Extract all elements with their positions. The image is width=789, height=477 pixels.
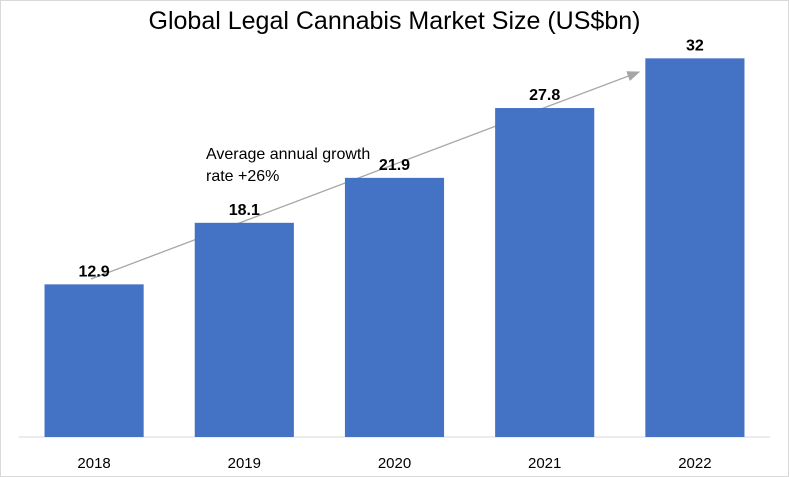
x-tick-label-2020: 2020 bbox=[378, 455, 411, 472]
data-label-2022: 32 bbox=[686, 37, 704, 54]
data-label-2018: 12.9 bbox=[79, 263, 110, 280]
bar-2018 bbox=[44, 284, 144, 437]
x-tick-label-2018: 2018 bbox=[77, 455, 110, 472]
growth-annotation-line1: Average annual growth bbox=[206, 146, 370, 163]
chart-title: Global Legal Cannabis Market Size (US$bn… bbox=[148, 7, 641, 35]
data-label-2020: 21.9 bbox=[379, 157, 410, 174]
growth-annotation-line2: rate +26% bbox=[206, 168, 279, 185]
bar-2021 bbox=[495, 108, 595, 438]
bar-2019 bbox=[194, 222, 294, 437]
bar-2022 bbox=[645, 58, 745, 437]
bar-2020 bbox=[344, 177, 445, 437]
x-tick-label-2019: 2019 bbox=[228, 455, 261, 472]
x-tick-label-2022: 2022 bbox=[678, 455, 711, 472]
x-tick-label-2021: 2021 bbox=[528, 455, 561, 472]
data-label-2021: 27.8 bbox=[529, 87, 560, 104]
data-label-2019: 18.1 bbox=[229, 202, 260, 219]
growth-arrow bbox=[90, 71, 641, 280]
bars-group: 12.9 2018 18.1 2019 21.9 2020 27.8 2021 32 2022 bbox=[44, 37, 745, 472]
